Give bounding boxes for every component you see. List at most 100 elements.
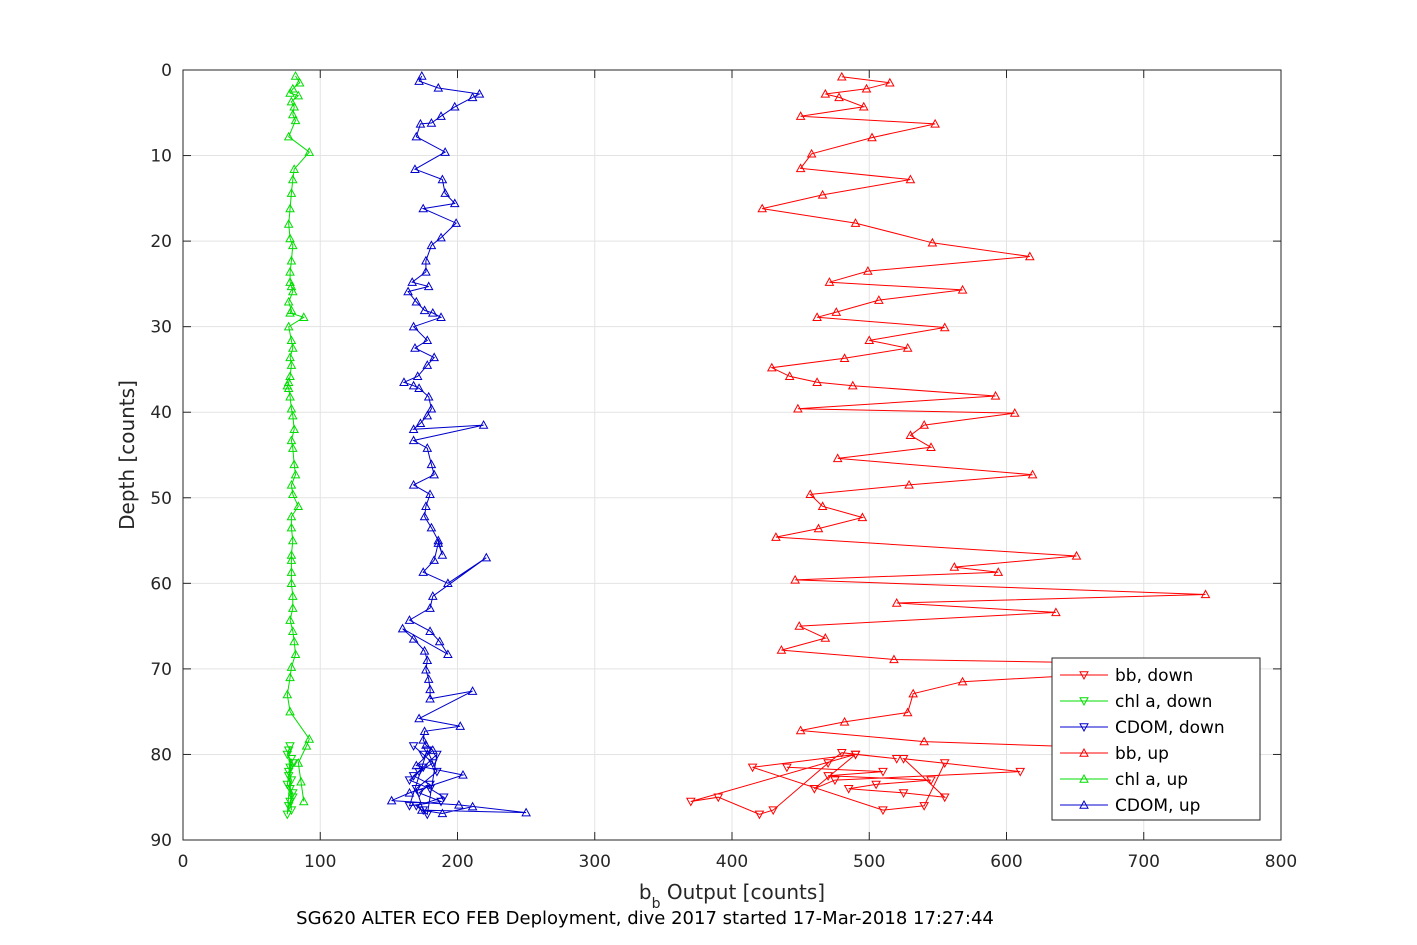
data-point xyxy=(432,767,442,777)
data-point xyxy=(408,380,419,390)
legend-label: bb, down xyxy=(1115,666,1193,686)
data-point xyxy=(458,769,468,779)
data-point xyxy=(685,797,696,807)
data-point xyxy=(902,343,913,352)
y-tick-label: 50 xyxy=(150,489,172,509)
data-point xyxy=(294,77,305,87)
data-point xyxy=(408,321,419,331)
data-point xyxy=(290,115,301,125)
x-axis-label: bb Output [counts] xyxy=(639,880,825,912)
data-point xyxy=(287,443,298,452)
data-point xyxy=(1051,607,1061,617)
data-point xyxy=(902,707,913,717)
y-tick-label: 60 xyxy=(150,574,172,594)
data-point xyxy=(287,109,298,119)
data-point xyxy=(481,552,492,562)
legend-label: CDOM, up xyxy=(1115,796,1200,816)
data-point xyxy=(771,532,781,541)
data-point xyxy=(412,371,423,380)
data-point xyxy=(429,352,440,362)
data-point xyxy=(285,371,295,380)
data-point xyxy=(425,784,435,794)
data-point xyxy=(806,148,817,158)
data-point xyxy=(285,742,295,751)
data-point xyxy=(858,101,869,111)
data-point xyxy=(285,391,295,401)
data-point xyxy=(418,567,429,576)
data-point xyxy=(422,443,433,452)
y-axis-label: Depth [counts] xyxy=(115,380,139,530)
data-point xyxy=(421,266,431,276)
series-chl-a-down xyxy=(282,742,298,820)
data-point xyxy=(419,726,430,736)
data-point xyxy=(898,789,909,798)
data-point xyxy=(287,626,298,635)
data-point xyxy=(939,322,950,332)
data-point xyxy=(1015,767,1026,777)
legend-label: chl a, down xyxy=(1115,692,1212,712)
data-point xyxy=(437,174,448,184)
data-point xyxy=(820,88,831,98)
y-tick-label: 80 xyxy=(150,745,172,765)
legend-entry: bb, down xyxy=(1060,666,1193,686)
data-point xyxy=(908,688,919,698)
data-point xyxy=(289,424,300,434)
x-tick-label: 600 xyxy=(990,852,1022,872)
data-point xyxy=(286,188,297,197)
data-point xyxy=(419,645,430,655)
data-point xyxy=(1024,251,1035,261)
data-point xyxy=(286,403,297,413)
y-tick-label: 0 xyxy=(161,61,172,81)
data-point xyxy=(286,555,297,564)
data-point xyxy=(285,352,295,362)
data-point xyxy=(990,390,1001,400)
data-point xyxy=(864,335,875,345)
data-point xyxy=(857,512,868,522)
data-point xyxy=(795,163,806,173)
data-point xyxy=(407,277,418,286)
data-point xyxy=(293,757,304,767)
legend-swatch-marker xyxy=(1079,773,1089,783)
data-point xyxy=(776,645,787,654)
data-point xyxy=(812,377,822,386)
data-point xyxy=(290,469,301,479)
data-point xyxy=(437,808,448,818)
data-point xyxy=(432,750,442,760)
data-point xyxy=(782,763,792,773)
data-point xyxy=(713,793,724,803)
data-point xyxy=(286,435,297,445)
series-cdom-up xyxy=(386,70,531,818)
data-point xyxy=(478,420,489,429)
data-point xyxy=(426,118,437,127)
data-point xyxy=(805,489,816,499)
data-point xyxy=(871,780,881,790)
data-point xyxy=(287,789,298,798)
data-point xyxy=(847,380,858,390)
data-point xyxy=(421,255,431,265)
legend-entry: chl a, up xyxy=(1060,770,1188,790)
data-point xyxy=(422,335,433,345)
legend-swatch-marker xyxy=(1079,697,1089,707)
data-point xyxy=(419,305,430,315)
data-point xyxy=(290,70,301,80)
data-point xyxy=(794,621,805,630)
x-axis-label-subscript: b xyxy=(652,896,661,912)
data-point xyxy=(411,784,422,794)
data-point xyxy=(425,684,435,694)
data-point xyxy=(285,672,295,682)
data-point xyxy=(283,321,294,331)
data-point xyxy=(425,780,435,790)
data-point xyxy=(287,240,298,250)
data-point xyxy=(426,403,437,413)
data-point xyxy=(403,286,413,296)
legend: bb, down chl a, down CDOM, down bb, up chl a… xyxy=(1051,657,1261,821)
data-point xyxy=(926,776,936,786)
x-tick-label: 800 xyxy=(1265,852,1297,872)
data-point xyxy=(839,716,850,726)
data-point xyxy=(436,797,446,807)
data-point xyxy=(410,164,420,173)
data-point xyxy=(283,296,294,306)
data-point xyxy=(795,111,806,120)
data-point xyxy=(414,383,424,392)
